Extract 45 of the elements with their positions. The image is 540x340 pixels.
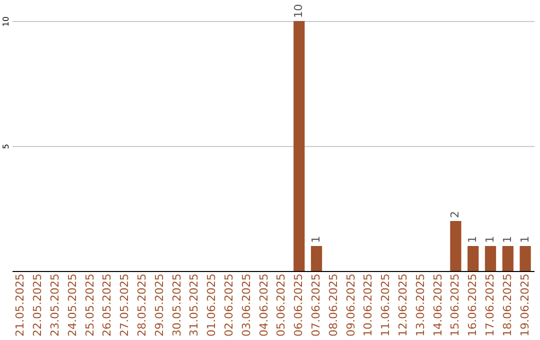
x-tick-label: 03.06.2025 bbox=[240, 274, 253, 336]
data-label: 1 bbox=[466, 236, 480, 243]
x-tick-label: 08.06.2025 bbox=[326, 274, 340, 336]
x-tick-label: 18.06.2025 bbox=[500, 274, 514, 336]
x-tick-label: 25.05.2025 bbox=[83, 274, 96, 336]
bar bbox=[468, 246, 479, 271]
data-label: 1 bbox=[500, 236, 514, 243]
x-tick-label: 23.05.2025 bbox=[48, 274, 62, 336]
x-tick-label: 12.06.2025 bbox=[396, 274, 410, 336]
bar bbox=[310, 246, 322, 271]
bar bbox=[450, 221, 462, 271]
x-tick-label: 29.05.2025 bbox=[152, 274, 166, 336]
data-label: 10 bbox=[292, 4, 306, 18]
x-tick-label: 01.06.2025 bbox=[205, 274, 218, 336]
x-tick-label: 15.06.2025 bbox=[448, 274, 462, 336]
x-tick-label: 09.06.2025 bbox=[344, 274, 358, 336]
bar bbox=[502, 246, 514, 271]
x-tick-label: 27.05.2025 bbox=[118, 274, 132, 336]
x-tick-label: 26.05.2025 bbox=[100, 274, 114, 336]
bar bbox=[294, 21, 305, 271]
data-label: 2 bbox=[448, 211, 462, 218]
y-tick-label: 5 bbox=[2, 144, 10, 150]
x-tick-label: 31.05.2025 bbox=[188, 274, 201, 336]
x-tick-label: 05.06.2025 bbox=[274, 274, 288, 336]
data-label: 1 bbox=[518, 236, 532, 243]
x-tick-label: 11.06.2025 bbox=[379, 274, 392, 336]
x-tick-label: 17.06.2025 bbox=[484, 274, 496, 336]
x-tick-label: 02.06.2025 bbox=[222, 274, 236, 336]
x-tick-label: 13.06.2025 bbox=[414, 274, 427, 336]
data-label: 1 bbox=[484, 236, 496, 243]
x-tick-label: 28.05.2025 bbox=[136, 274, 148, 336]
x-tick-label: 22.05.2025 bbox=[31, 274, 44, 336]
x-tick-label: 04.06.2025 bbox=[257, 274, 270, 336]
x-tick-label: 21.05.2025 bbox=[14, 274, 27, 336]
data-label: 1 bbox=[310, 236, 322, 243]
x-tick-label: 16.06.2025 bbox=[466, 274, 480, 336]
x-tick-label: 19.06.2025 bbox=[518, 274, 532, 336]
x-tick-label: 06.06.2025 bbox=[292, 274, 306, 336]
bar bbox=[484, 246, 496, 271]
x-tick-label: 10.06.2025 bbox=[362, 274, 375, 336]
bar bbox=[520, 246, 531, 271]
x-tick-label: 07.06.2025 bbox=[310, 274, 322, 336]
x-tick-label: 30.05.2025 bbox=[170, 274, 184, 336]
x-tick-label: 24.05.2025 bbox=[66, 274, 79, 336]
x-tick-label: 14.06.2025 bbox=[431, 274, 444, 336]
